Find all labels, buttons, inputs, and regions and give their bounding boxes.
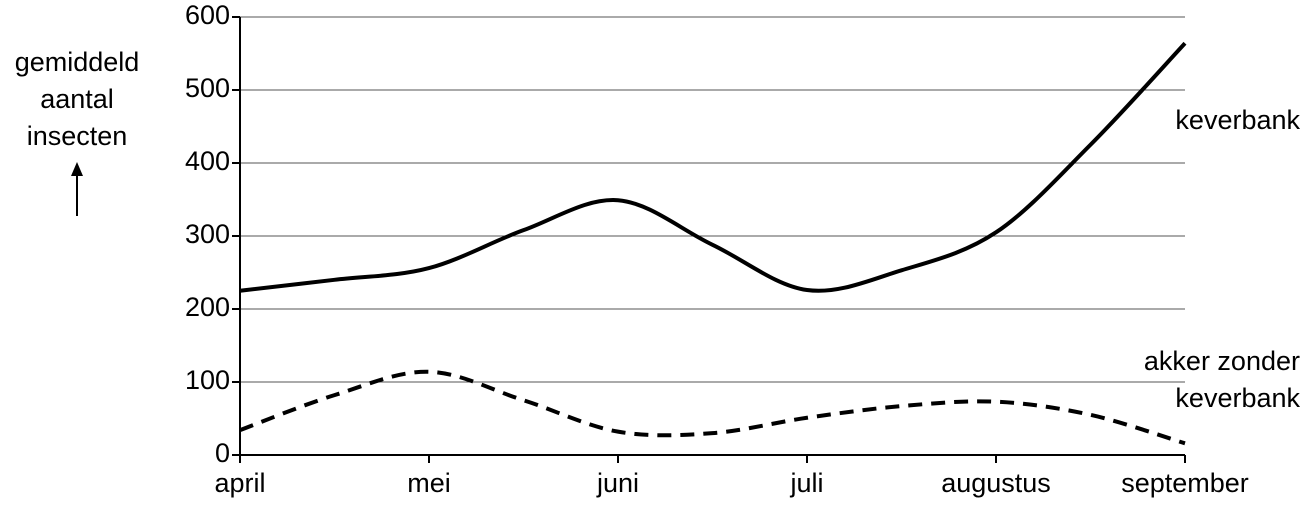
x-tick-label: juni [596, 468, 639, 498]
x-tick-label: april [214, 468, 265, 498]
x-tick-label: mei [407, 468, 451, 498]
y-axis-label: gemiddeld aantal insecten [14, 47, 140, 151]
x-tick-label: september [1121, 468, 1249, 498]
series-line [239, 369, 1186, 446]
x-tick-label: juli [789, 468, 823, 498]
series-label: keverbank [1175, 105, 1300, 135]
y-arrow-head [71, 162, 83, 176]
y-tick-label: 600 [185, 0, 230, 30]
y-tick-label: 300 [185, 219, 230, 249]
series-line [239, 41, 1187, 293]
y-tick-label: 100 [185, 365, 230, 395]
y-tick-label: 0 [215, 438, 230, 468]
y-tick-label: 500 [185, 73, 230, 103]
y-tick-label: 400 [185, 146, 230, 176]
series-label: akker zonder keverbank [1143, 346, 1300, 413]
x-tick-label: augustus [941, 468, 1051, 498]
y-tick-label: 200 [185, 292, 230, 322]
